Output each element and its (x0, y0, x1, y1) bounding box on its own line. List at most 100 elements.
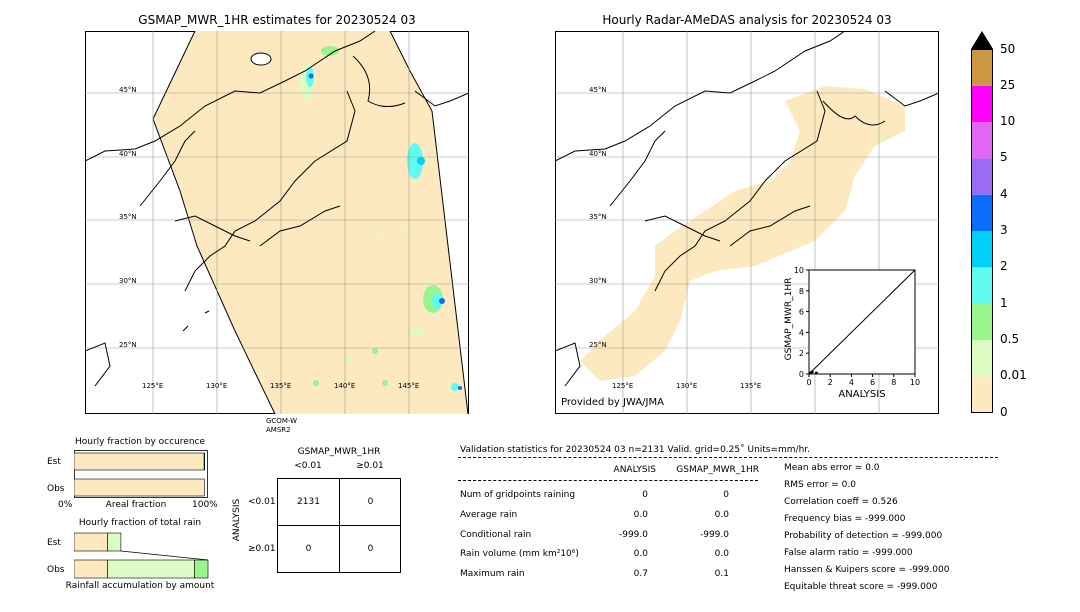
contingency-col-ge: ≥0.01 (356, 461, 384, 471)
left-lon-130: 130°E (206, 382, 228, 390)
inset-plot-marks: 0 2 4 6 8 10 0 2 4 6 8 10 (794, 266, 920, 387)
x-tick-label: 4 (849, 378, 854, 387)
rain-title: Hourly fraction of total rain (78, 518, 202, 528)
colorbar-label: 0 (1000, 404, 1008, 419)
y-tick-label: 6 (799, 308, 804, 317)
left-grid (85, 31, 469, 414)
rain-chart (74, 532, 209, 579)
row-label-volume: Rain volume (mm km²10⁶) (460, 549, 579, 559)
scatter-point (810, 370, 814, 374)
colorbar-label: 2 (1000, 259, 1008, 274)
y-tick-label: 0 (799, 370, 804, 379)
rain-connector (120, 550, 209, 561)
row-a-volume: 0.0 (633, 549, 648, 559)
row-a-gridpoints: 0 (642, 490, 648, 500)
col-gsmap: GSMAP_MWR_1HR (676, 465, 759, 475)
x-tick-label: 8 (891, 378, 896, 387)
inset-xlabel: ANALYSIS (838, 389, 886, 400)
right-lat-25: 25°N (589, 341, 607, 349)
left-map-title: GSMAP_MWR_1HR estimates for 20230524 03 (138, 13, 416, 27)
colorbar-segment (971, 267, 993, 304)
rain-cat-est: Est (47, 538, 61, 548)
cell-ge-ge: 0 (367, 544, 374, 554)
right-lon-135: 135°E (740, 382, 762, 390)
rain-patches (300, 46, 462, 391)
occ-bar-est (74, 452, 205, 471)
row-label-maximum: Maximum rain (460, 569, 525, 579)
left-lon-135: 135°E (270, 382, 292, 390)
satellite-label: GCOM-W (266, 417, 298, 425)
rain-obs-segment (107, 559, 195, 579)
row-label-conditional: Conditional rain (460, 530, 532, 540)
row-a-conditional: -999.0 (618, 530, 648, 540)
row-label-gridpoints: Num of gridpoints raining (460, 490, 576, 500)
sensor-label: AMSR2 (266, 426, 291, 434)
data-credit: Provided by JWA/JMA (561, 397, 664, 408)
left-coastline (85, 31, 469, 387)
colorbar-label: 10 (1000, 114, 1016, 129)
score-hk: Hanssen & Kuipers score = -999.000 (784, 565, 950, 575)
left-lon-140: 140°E (334, 382, 356, 390)
row-g-average: 0.0 (714, 510, 729, 520)
row-g-volume: 0.0 (714, 549, 729, 559)
left-lat-30: 30°N (119, 277, 137, 285)
colorbar-label: 1 (1000, 295, 1008, 310)
score-rmse: RMS error = 0.0 (784, 480, 856, 490)
colorbar (971, 31, 993, 413)
occ-title: Hourly fraction by occurence (74, 437, 206, 447)
left-map (85, 31, 469, 414)
colorbar-segment (971, 158, 993, 195)
colorbar-segment (971, 376, 993, 413)
colorbar-label: 4 (1000, 186, 1008, 201)
y-tick-label: 4 (799, 328, 804, 337)
colorbar-segment (971, 49, 993, 86)
colorbar-over-arrow (971, 31, 993, 49)
score-mae: Mean abs error = 0.0 (784, 463, 880, 473)
left-lat-40: 40°N (119, 150, 137, 158)
cell-lt-lt: 2131 (297, 497, 320, 507)
contingency-col-lt: <0.01 (294, 461, 322, 471)
x-tick-label: 2 (828, 378, 833, 387)
occ-tick-0: 0% (58, 500, 73, 510)
rain-obs-segment (194, 559, 209, 579)
left-lon-125: 125°E (142, 382, 164, 390)
colorbar-label: 25 (1000, 77, 1016, 92)
x-tick-label: 0 (806, 378, 811, 387)
row-g-conditional: -999.0 (699, 530, 729, 540)
occ-cat-obs: Obs (47, 484, 65, 494)
left-lat-25: 25°N (119, 341, 137, 349)
row-a-average: 0.0 (633, 510, 648, 520)
validation-divider (458, 457, 998, 458)
right-lat-30: 30°N (589, 277, 607, 285)
x-tick-label: 6 (870, 378, 875, 387)
colorbar-label: 0.01 (1000, 368, 1027, 383)
colorbar-label: 3 (1000, 223, 1008, 237)
left-lat-45: 45°N (119, 86, 137, 94)
colorbar-segment (971, 231, 993, 268)
y-tick-label: 2 (799, 349, 804, 358)
occ-xlabel: Areal fraction (105, 500, 167, 510)
row-label-average: Average rain (460, 510, 518, 520)
colorbar-label: 5 (1000, 150, 1008, 165)
row-a-maximum: 0.7 (633, 569, 648, 579)
radar-coverage (580, 86, 905, 381)
row-g-gridpoints: 0 (723, 490, 729, 500)
score-freq-bias: Frequency bias = -999.000 (784, 514, 906, 524)
rain-obs-segment (74, 559, 108, 579)
cell-lt-ge: 0 (367, 497, 374, 507)
swath-area (153, 31, 468, 414)
scatter-point (814, 371, 818, 375)
colorbar-segment (971, 339, 993, 377)
contingency-title: GSMAP_MWR_1HR (297, 447, 381, 457)
y-tick-label: 10 (794, 266, 804, 275)
rain-est-segment (74, 532, 108, 552)
score-ets: Equitable threat score = -999.000 (784, 582, 938, 592)
validation-header: Validation statistics for 20230524 03 n=… (460, 445, 811, 455)
right-map-title: Hourly Radar-AMeDAS analysis for 2023052… (602, 13, 892, 27)
occ-tick-100: 100% (192, 500, 218, 510)
y-tick-label: 8 (799, 287, 804, 296)
right-lat-45: 45°N (589, 86, 607, 94)
right-lon-130: 130°E (676, 382, 698, 390)
score-pod: Probability of detection = -999.000 (784, 531, 943, 541)
right-map: 0 2 4 6 8 10 0 2 4 6 8 10 GSMAP_MWR_1HR (555, 31, 939, 414)
